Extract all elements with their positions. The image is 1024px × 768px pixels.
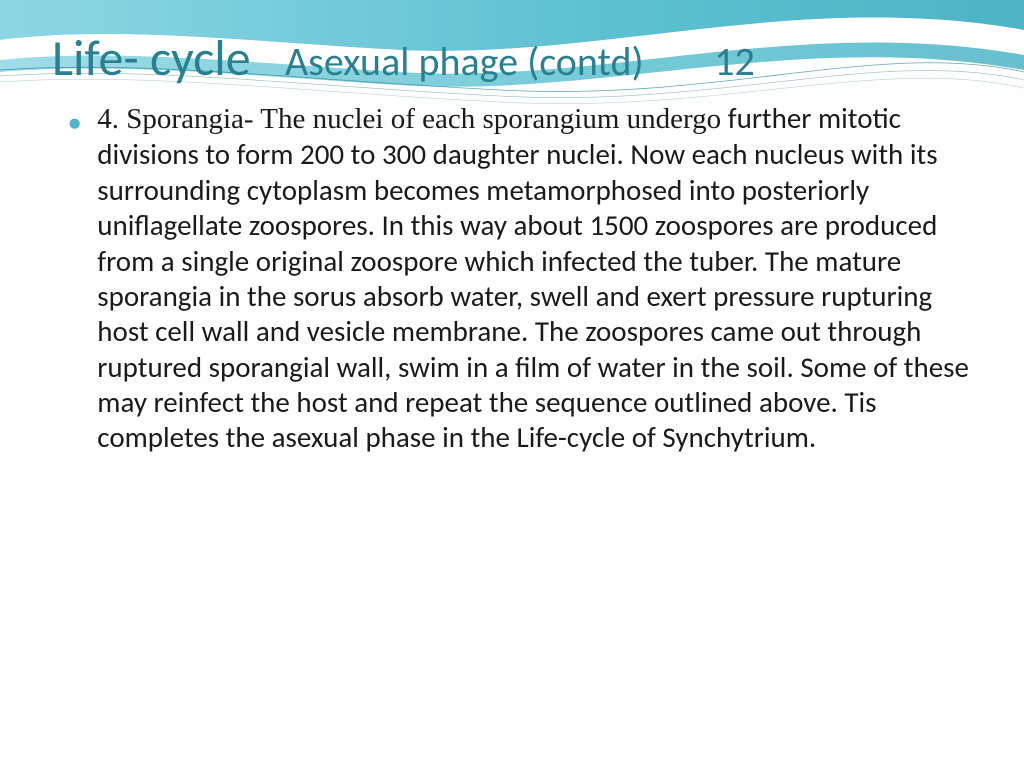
body-lead-line: 4. Sporangia- The nuclei of each sporang…	[97, 103, 721, 135]
title-subtitle: Asexual phage (contd)	[285, 37, 644, 86]
slide-title: Life- cycle Asexual phage (contd) 12	[52, 28, 972, 89]
body-rest: further mitotic divisions to form 200 to…	[97, 100, 969, 455]
title-main: Life- cycle	[52, 28, 251, 89]
title-pagenum: 12	[714, 37, 755, 86]
bullet-icon: ●	[68, 109, 81, 136]
bullet-item: ● 4. Sporangia- The nuclei of each spora…	[52, 101, 972, 456]
body-text: 4. Sporangia- The nuclei of each sporang…	[97, 101, 972, 456]
